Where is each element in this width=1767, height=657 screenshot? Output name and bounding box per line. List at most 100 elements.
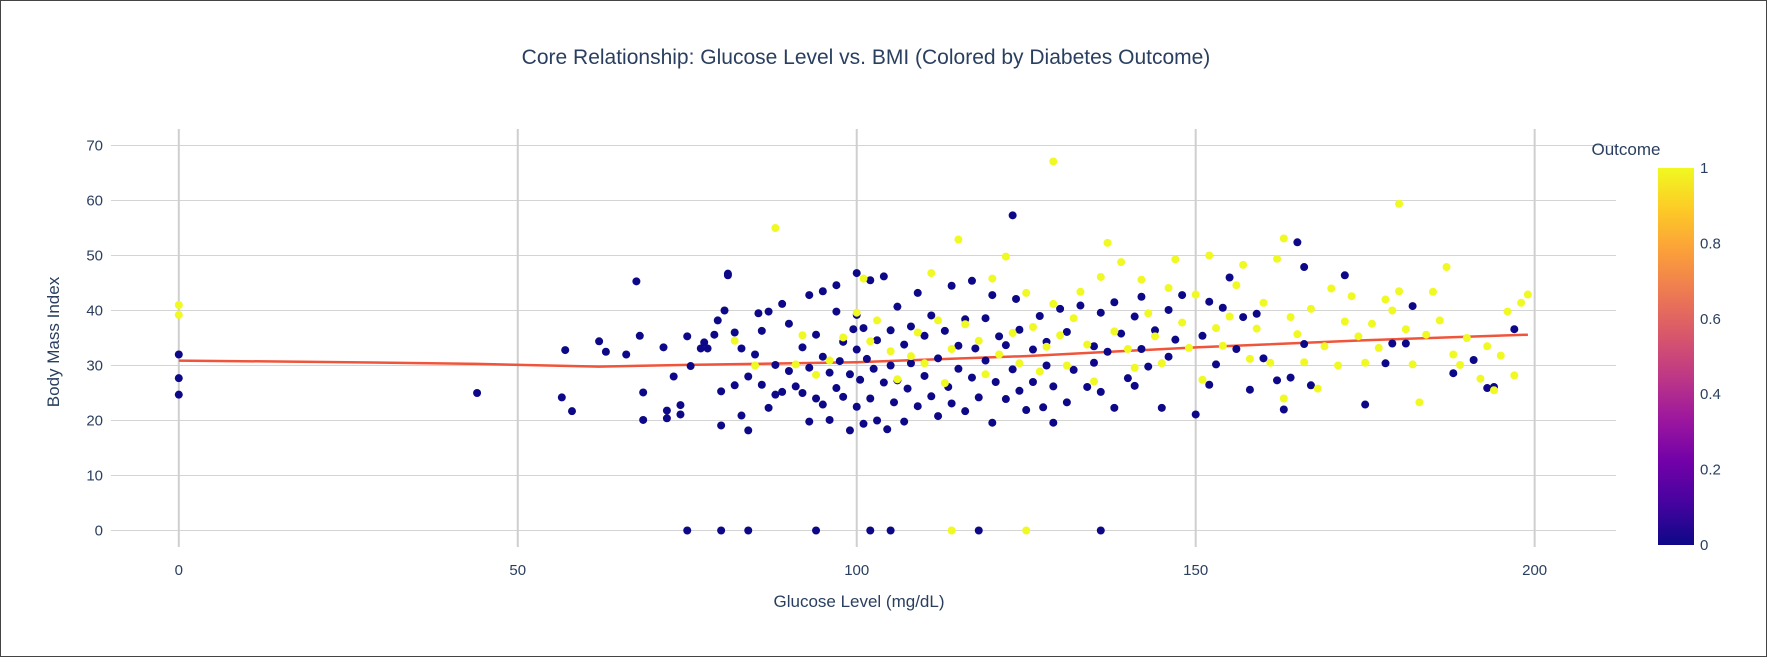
data-point-outcome-0 xyxy=(595,337,604,346)
data-point-outcome-1 xyxy=(1428,287,1437,296)
data-point-outcome-0 xyxy=(1008,211,1017,220)
data-point-outcome-0 xyxy=(852,402,861,411)
data-point-outcome-0 xyxy=(934,412,943,421)
data-point-outcome-0 xyxy=(1157,403,1166,412)
data-point-outcome-0 xyxy=(737,411,746,420)
data-point-outcome-0 xyxy=(1039,403,1048,412)
data-point-outcome-0 xyxy=(1028,378,1037,386)
data-point-outcome-1 xyxy=(988,274,997,283)
data-point-outcome-1 xyxy=(1266,358,1275,367)
data-point-outcome-0 xyxy=(1103,347,1112,356)
data-point-outcome-0 xyxy=(639,415,648,424)
data-point-outcome-0 xyxy=(856,375,865,384)
data-point-outcome-0 xyxy=(1198,331,1207,340)
data-point-outcome-0 xyxy=(920,331,929,340)
data-point-outcome-1 xyxy=(1252,324,1261,333)
data-point-outcome-0 xyxy=(639,388,648,397)
x-tick-label: 50 xyxy=(509,562,526,579)
data-point-outcome-1 xyxy=(1157,359,1166,368)
colorbar-gradient xyxy=(1658,168,1694,545)
data-point-outcome-1 xyxy=(825,356,834,365)
data-point-outcome-0 xyxy=(1225,273,1234,282)
data-point-outcome-1 xyxy=(1361,358,1370,367)
data-point-outcome-0 xyxy=(1049,382,1058,391)
data-point-outcome-0 xyxy=(1273,376,1282,385)
data-point-outcome-0 xyxy=(852,269,861,278)
data-point-outcome-1 xyxy=(1327,284,1336,293)
data-point-outcome-0 xyxy=(832,307,841,316)
data-point-outcome-0 xyxy=(1130,312,1139,321)
y-tick-label: 40 xyxy=(86,303,103,320)
data-point-outcome-1 xyxy=(1144,309,1153,318)
data-point-outcome-0 xyxy=(927,311,936,320)
x-tick-label: 150 xyxy=(1183,562,1208,579)
data-point-outcome-0 xyxy=(947,281,956,290)
data-point-outcome-1 xyxy=(1273,254,1282,263)
data-point-outcome-0 xyxy=(812,330,821,339)
data-point-outcome-1 xyxy=(812,370,821,379)
colorbar-tick-label: 0.8 xyxy=(1700,235,1721,252)
data-point-outcome-0 xyxy=(818,400,827,409)
data-point-outcome-0 xyxy=(1293,238,1302,247)
data-point-outcome-1 xyxy=(906,352,915,361)
colorbar-title: Outcome xyxy=(1592,140,1661,159)
data-point-outcome-0 xyxy=(890,398,899,407)
data-point-outcome-1 xyxy=(1381,295,1390,304)
data-point-outcome-0 xyxy=(967,276,976,285)
data-point-outcome-0 xyxy=(1300,263,1309,272)
colorbar-tick-labels: 0 0.2 0.4 0.6 0.8 1 xyxy=(1700,160,1721,554)
data-point-outcome-1 xyxy=(798,331,807,340)
data-point-outcome-0 xyxy=(744,526,753,535)
data-point-outcome-0 xyxy=(744,426,753,435)
data-point-outcome-1 xyxy=(1334,361,1343,370)
data-point-outcome-0 xyxy=(818,287,827,296)
colorbar: Outcome 0 0.2 0.4 0.6 0.8 1 xyxy=(1592,140,1721,554)
data-point-outcome-0 xyxy=(845,370,854,379)
data-point-outcome-1 xyxy=(1083,340,1092,349)
data-point-outcome-1 xyxy=(1286,313,1295,322)
data-point-outcome-1 xyxy=(1212,324,1221,333)
data-point-outcome-1 xyxy=(1523,290,1532,299)
data-point-outcome-0 xyxy=(1015,325,1024,334)
data-point-outcome-0 xyxy=(825,415,834,424)
data-point-outcome-1 xyxy=(1279,394,1288,403)
data-point-outcome-1 xyxy=(947,345,956,353)
y-axis-title: Body Mass Index xyxy=(44,276,63,407)
data-point-outcome-1 xyxy=(1293,330,1302,339)
data-point-outcome-1 xyxy=(1449,350,1458,359)
data-point-outcome-1 xyxy=(954,235,963,244)
data-point-outcome-1 xyxy=(1096,272,1105,281)
data-point-outcome-0 xyxy=(1137,292,1146,301)
data-point-outcome-0 xyxy=(893,302,902,311)
data-point-outcome-1 xyxy=(1401,325,1410,334)
data-point-outcome-1 xyxy=(1462,334,1471,342)
data-point-outcome-1 xyxy=(934,316,943,325)
data-point-outcome-1 xyxy=(1395,199,1404,208)
data-point-outcome-0 xyxy=(866,276,875,285)
data-point-outcome-0 xyxy=(754,309,763,318)
data-point-outcome-1 xyxy=(839,333,848,342)
data-point-outcome-0 xyxy=(1035,312,1044,320)
data-point-outcome-0 xyxy=(662,414,671,423)
data-point-outcome-0 xyxy=(1245,385,1254,394)
data-point-outcome-1 xyxy=(1110,327,1119,336)
data-point-outcome-0 xyxy=(1089,358,1098,367)
data-point-outcome-0 xyxy=(1239,313,1248,322)
data-point-outcome-0 xyxy=(1083,382,1092,391)
data-point-outcome-0 xyxy=(886,361,895,370)
y-tick-label: 50 xyxy=(86,248,103,265)
data-point-outcome-0 xyxy=(174,390,183,399)
data-point-outcome-0 xyxy=(1252,309,1261,318)
data-point-outcome-1 xyxy=(1306,304,1315,313)
data-point-outcome-0 xyxy=(859,324,868,333)
data-point-outcome-0 xyxy=(954,341,963,350)
data-point-outcome-1 xyxy=(1232,281,1241,290)
colorbar-tick-label: 1 xyxy=(1700,160,1708,177)
data-point-outcome-0 xyxy=(1042,361,1051,370)
chart-title: Core Relationship: Glucose Level vs. BMI… xyxy=(522,46,1211,69)
data-point-outcome-0 xyxy=(635,331,644,340)
data-point-outcome-0 xyxy=(771,360,780,369)
data-point-outcome-1 xyxy=(1076,287,1085,296)
data-point-outcome-0 xyxy=(713,316,722,325)
